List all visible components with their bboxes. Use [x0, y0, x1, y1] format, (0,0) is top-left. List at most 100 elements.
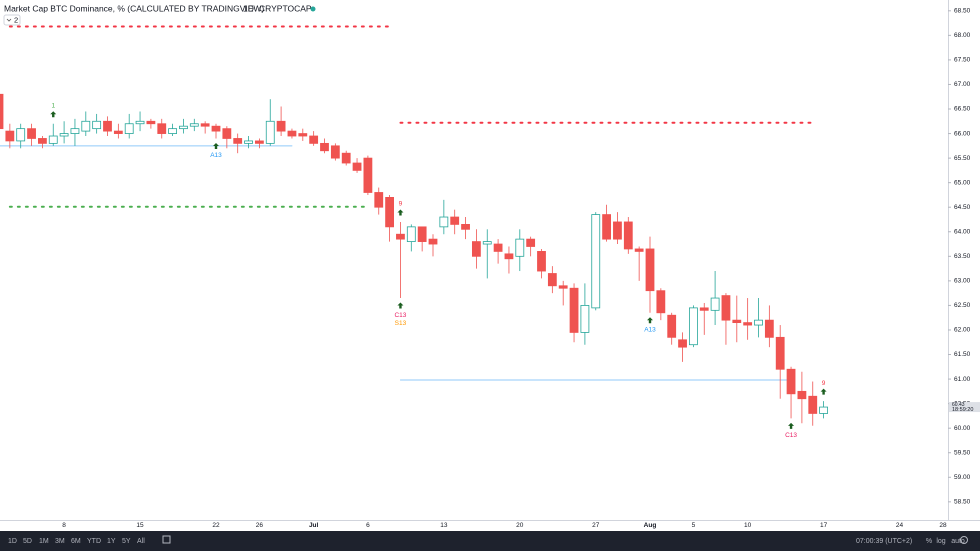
settings-icon[interactable] — [960, 536, 968, 544]
candle-body — [558, 285, 568, 289]
candle-body — [537, 251, 546, 272]
signal-arrow — [788, 422, 795, 429]
range-button[interactable]: 1D — [8, 538, 17, 545]
candle-body — [27, 128, 36, 139]
candle-body — [48, 135, 58, 144]
y-tick-label: 67.50 — [954, 57, 971, 64]
candle-body — [482, 241, 492, 245]
scale-option[interactable]: % — [926, 538, 932, 545]
y-tick-label: 61.50 — [954, 351, 971, 358]
candle-body — [819, 406, 828, 414]
range-button[interactable]: 5Y — [122, 538, 131, 545]
annotation-label: A13 — [644, 327, 656, 334]
y-tick-label: 63.50 — [954, 253, 971, 260]
y-tick-label: 64.00 — [954, 228, 971, 235]
candle-body — [461, 224, 470, 230]
candle-body — [417, 226, 427, 242]
candle-body — [59, 133, 69, 137]
signal-arrow — [647, 317, 653, 324]
range-button[interactable]: 6M — [71, 538, 81, 545]
annotation-label: 9 — [399, 201, 403, 208]
range-button[interactable]: YTD — [87, 538, 101, 545]
candle-body — [254, 140, 264, 144]
candle-body — [613, 221, 622, 240]
range-button[interactable]: 5D — [23, 538, 32, 545]
price-tag — [949, 402, 980, 413]
x-tick-label: 8 — [62, 522, 66, 529]
clock: 07:00:39 (UTC+2) — [856, 538, 912, 545]
candle-body — [396, 233, 405, 240]
chevron-icon — [6, 18, 12, 22]
candle-body — [406, 226, 416, 242]
signal-arrow — [50, 111, 57, 118]
candle-body — [124, 123, 134, 134]
indicator-count: 2 — [14, 15, 18, 24]
x-tick-label: Aug — [644, 522, 657, 529]
candle-body — [634, 248, 644, 252]
y-tick-label: 67.00 — [954, 81, 971, 88]
range-button[interactable]: 1Y — [107, 538, 116, 545]
candle-body — [699, 307, 709, 311]
y-tick-label: 62.50 — [954, 302, 971, 309]
candle-body — [547, 273, 557, 287]
candle-body — [168, 128, 178, 134]
chart-title: Market Cap BTC Dominance, % (CALCULATED … — [4, 3, 264, 13]
candle-body — [808, 395, 818, 414]
candle-body — [689, 307, 698, 346]
x-tick-label: 10 — [744, 522, 752, 529]
candle-body — [244, 140, 253, 144]
candle-body — [309, 135, 319, 144]
candle-body — [710, 297, 720, 311]
candle-body — [591, 214, 601, 309]
candle-body — [602, 214, 611, 240]
x-tick-label: 22 — [212, 522, 220, 529]
candle-body — [103, 120, 112, 132]
x-tick-label: 28 — [939, 522, 947, 529]
candle-body — [656, 290, 666, 314]
y-tick-label: 59.50 — [954, 449, 971, 456]
x-tick-label: 27 — [592, 522, 600, 529]
signal-arrow — [820, 388, 827, 395]
x-tick-label: 17 — [820, 522, 828, 529]
x-tick-label: 6 — [366, 522, 370, 529]
candle-body — [678, 339, 687, 348]
date-range-icon[interactable] — [162, 535, 171, 544]
range-button[interactable]: All — [137, 538, 145, 545]
indicator-toggle[interactable] — [3, 14, 21, 26]
candle-body — [667, 314, 677, 338]
last-price: 60.43 — [952, 402, 965, 408]
status-dot — [310, 6, 316, 12]
scale-option[interactable]: auto — [951, 538, 965, 545]
candle-body — [320, 142, 329, 152]
candle-body — [92, 120, 102, 130]
y-tick-label: 61.00 — [954, 376, 971, 383]
range-button[interactable]: 1M — [39, 538, 49, 545]
signal-arrow — [397, 302, 404, 309]
scale-option[interactable]: log — [936, 538, 945, 545]
y-tick-label: 60.00 — [954, 425, 971, 432]
range-button[interactable]: 3M — [55, 538, 65, 545]
candle-body — [70, 128, 80, 134]
candle-body — [580, 305, 590, 333]
candle-body — [623, 221, 633, 250]
candle-body — [341, 152, 351, 164]
candle-body — [504, 253, 514, 260]
annotation-label: A13 — [210, 152, 222, 159]
y-tick-label: 59.00 — [954, 474, 971, 481]
x-tick-label: 15 — [136, 522, 144, 529]
candle-body — [645, 248, 655, 292]
candle-body — [515, 238, 525, 257]
y-tick-label: 66.50 — [954, 106, 971, 113]
candle-body — [363, 157, 373, 193]
x-tick-label: 26 — [256, 522, 264, 529]
annotation-label: C13 — [394, 312, 406, 319]
x-tick-label: 20 — [516, 522, 524, 529]
candle-body — [298, 133, 308, 137]
signal-arrow — [213, 142, 219, 149]
candle-body — [330, 145, 340, 159]
y-tick-label: 66.00 — [954, 130, 971, 137]
candle-body — [764, 319, 774, 338]
